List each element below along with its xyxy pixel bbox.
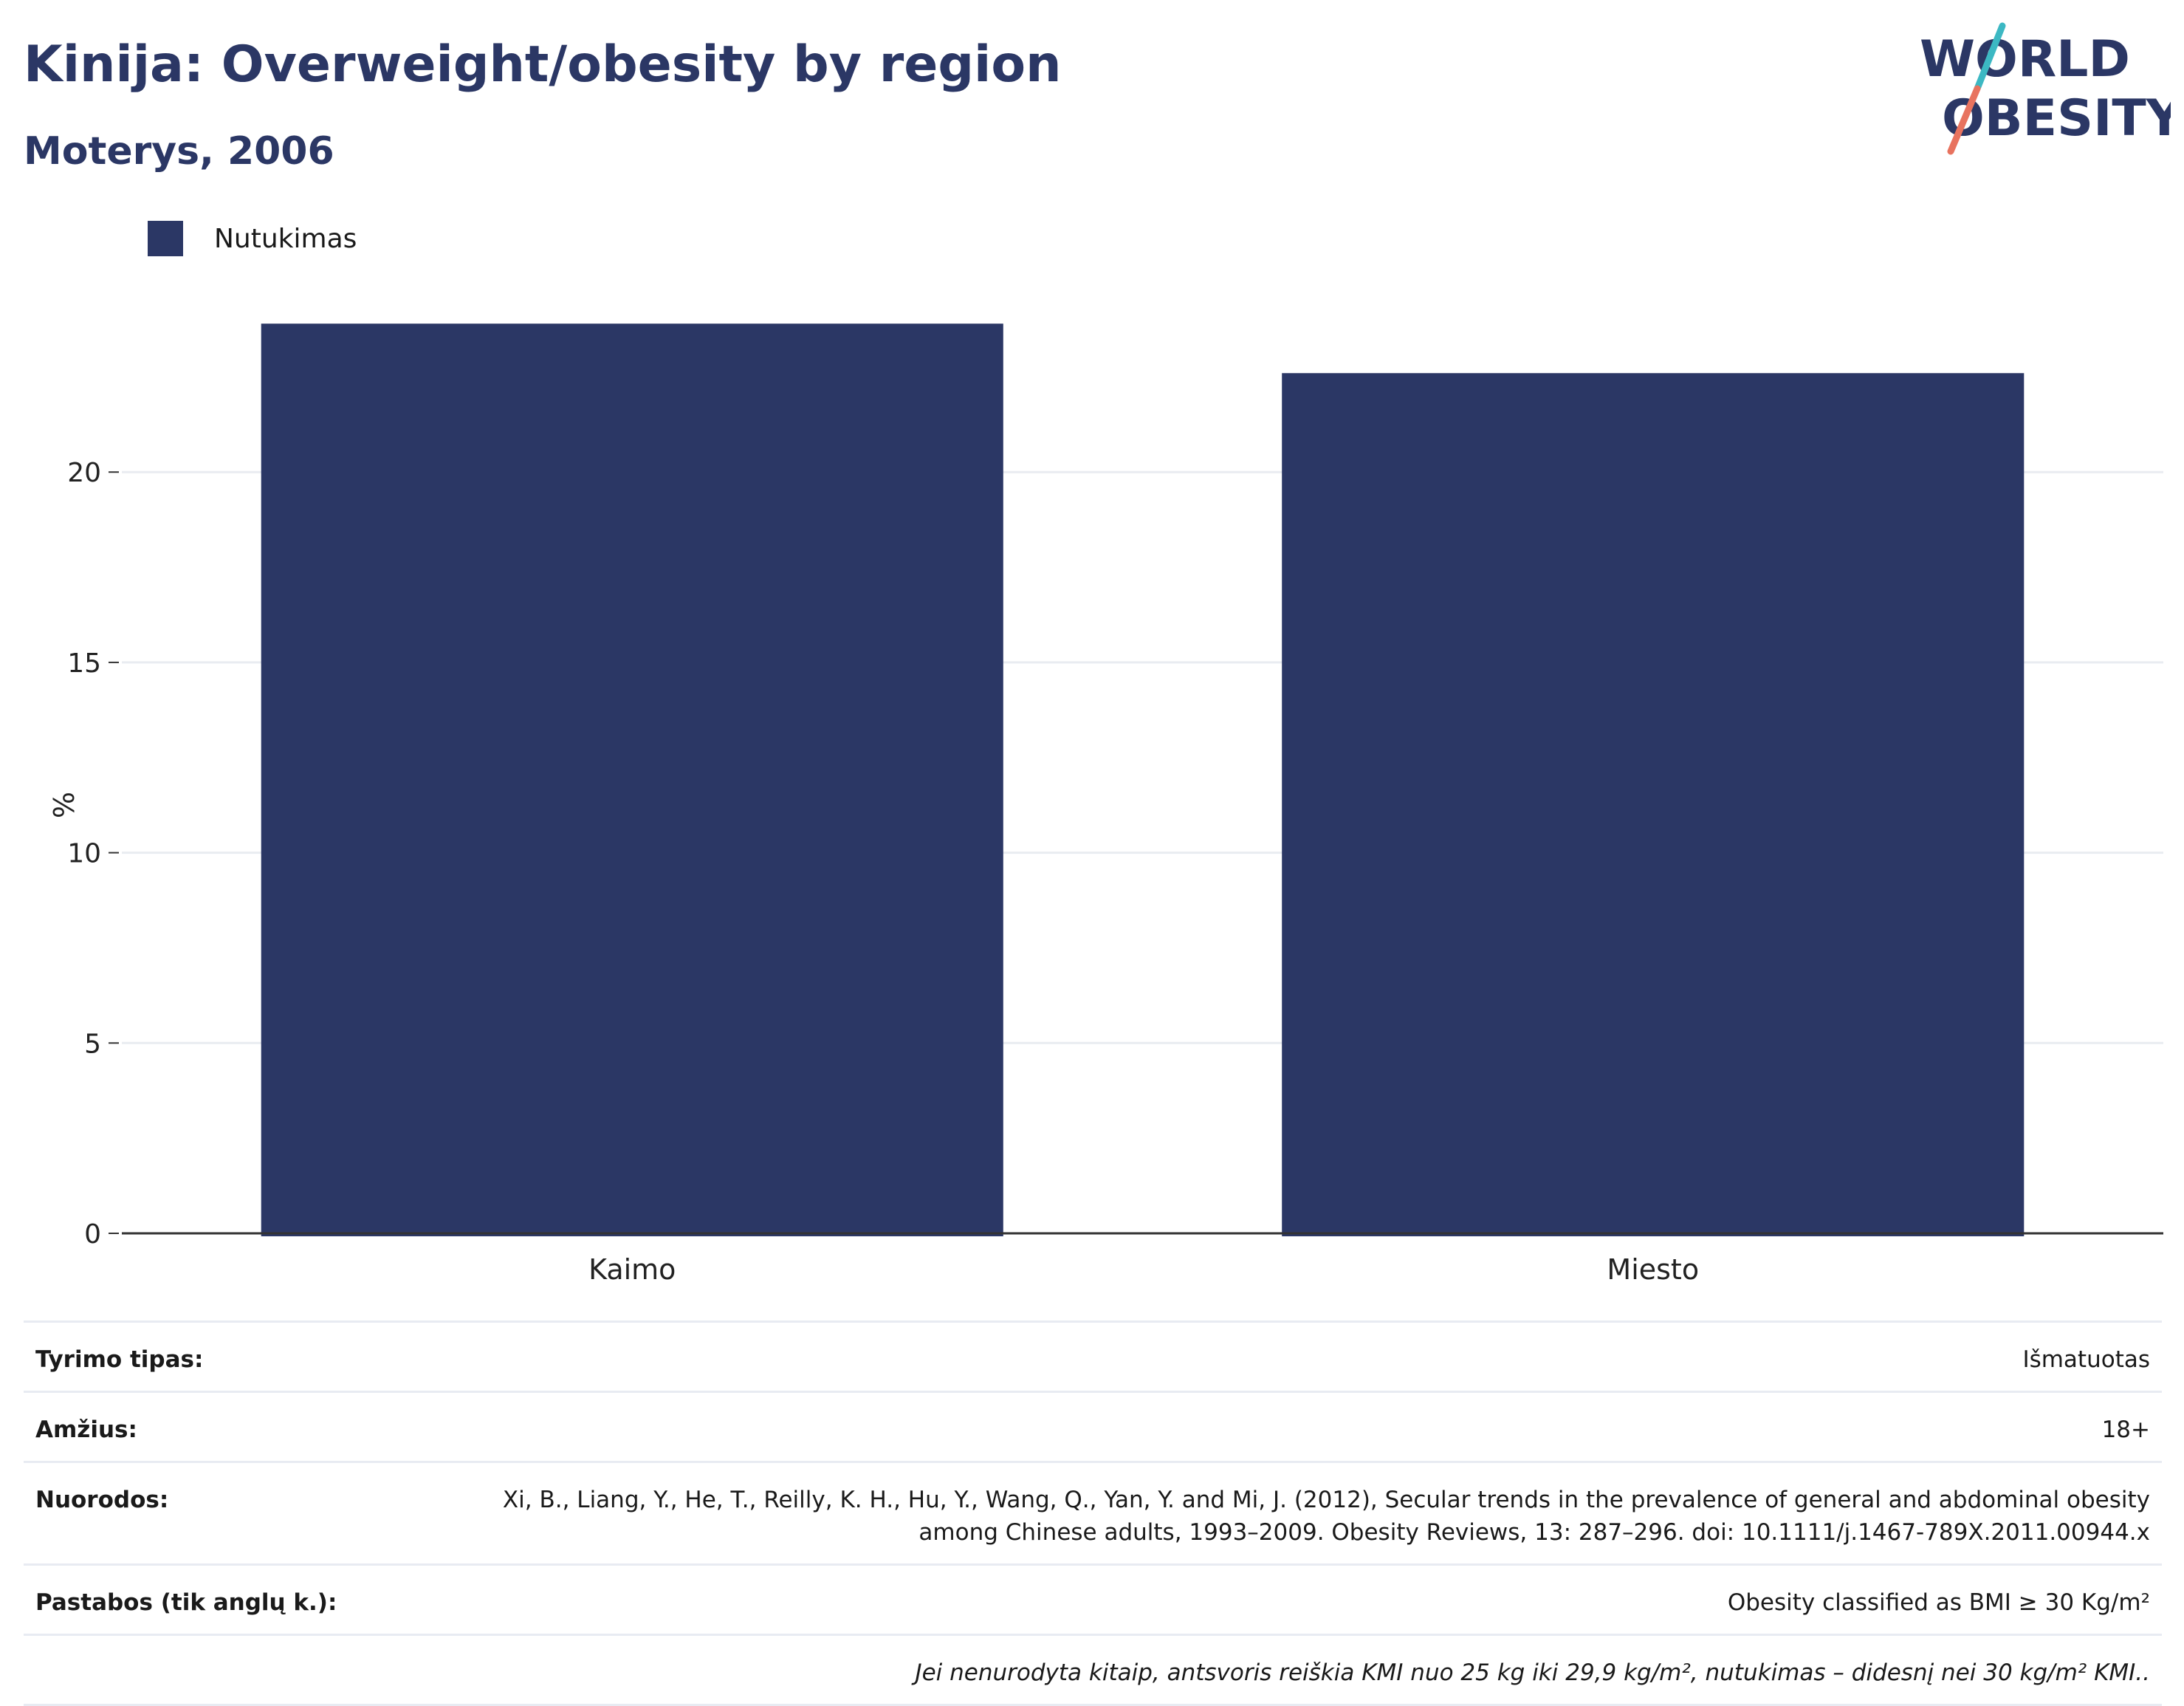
info-row-age: Amžius: 18+ — [24, 1393, 2162, 1463]
definition-note: Jei nenurodyta kitaip, antsvoris reiškia… — [915, 1659, 2150, 1686]
legend-swatch-nutukimas — [148, 221, 183, 256]
y-axis-title: % — [47, 792, 79, 818]
page-title: Kinija: Overweight/obesity by region — [24, 35, 1062, 94]
logo-slash-top — [1974, 22, 2006, 92]
logo-word-world: WORLD — [1920, 30, 2130, 89]
page-subtitle: Moterys, 2006 — [24, 129, 334, 174]
info-row-references: Nuorodos: Xi, B., Liang, Y., He, T., Rei… — [24, 1463, 2162, 1566]
info-value: Obesity classified as BMI ≥ 30 Kg/m² — [1727, 1589, 2150, 1616]
logo-slash-bottom — [1947, 85, 1981, 155]
world-obesity-logo: WORLD OBESITY — [1920, 22, 2171, 155]
bar-miesto — [1282, 373, 2025, 1237]
info-table: Tyrimo tipas: Išmatuotas Amžius: 18+ Nuo… — [24, 1320, 2162, 1706]
y-tick-label: 0 — [84, 1219, 101, 1250]
legend-label-nutukimas: Nutukimas — [214, 223, 357, 254]
y-tick-label: 10 — [67, 839, 101, 869]
y-tick-label: 20 — [67, 458, 101, 488]
x-tick-label: Miesto — [1607, 1253, 1699, 1286]
info-value: Xi, B., Liang, Y., He, T., Reilly, K. H.… — [502, 1487, 2150, 1546]
info-value: Išmatuotas — [2022, 1346, 2150, 1373]
info-label: Nuorodos: — [35, 1487, 169, 1513]
info-row-notes: Pastabos (tik anglų k.): Obesity classif… — [24, 1566, 2162, 1636]
info-value: 18+ — [2101, 1416, 2150, 1443]
chart-legend: Nutukimas — [148, 220, 357, 257]
bar-kaimo — [261, 323, 1003, 1237]
y-tick-label: 5 — [84, 1029, 101, 1059]
info-label: Tyrimo tipas: — [35, 1346, 204, 1373]
x-tick-label: Kaimo — [588, 1253, 676, 1286]
logo-word-obesity: OBESITY — [1942, 89, 2171, 148]
info-label: Amžius: — [35, 1416, 137, 1443]
bar-chart: 0 5 10 15 20% Kaimo Miesto — [47, 323, 2163, 1286]
info-label: Pastabos (tik anglų k.): — [35, 1589, 337, 1616]
y-tick-label: 15 — [67, 648, 101, 679]
info-row-survey-type: Tyrimo tipas: Išmatuotas — [24, 1323, 2162, 1393]
